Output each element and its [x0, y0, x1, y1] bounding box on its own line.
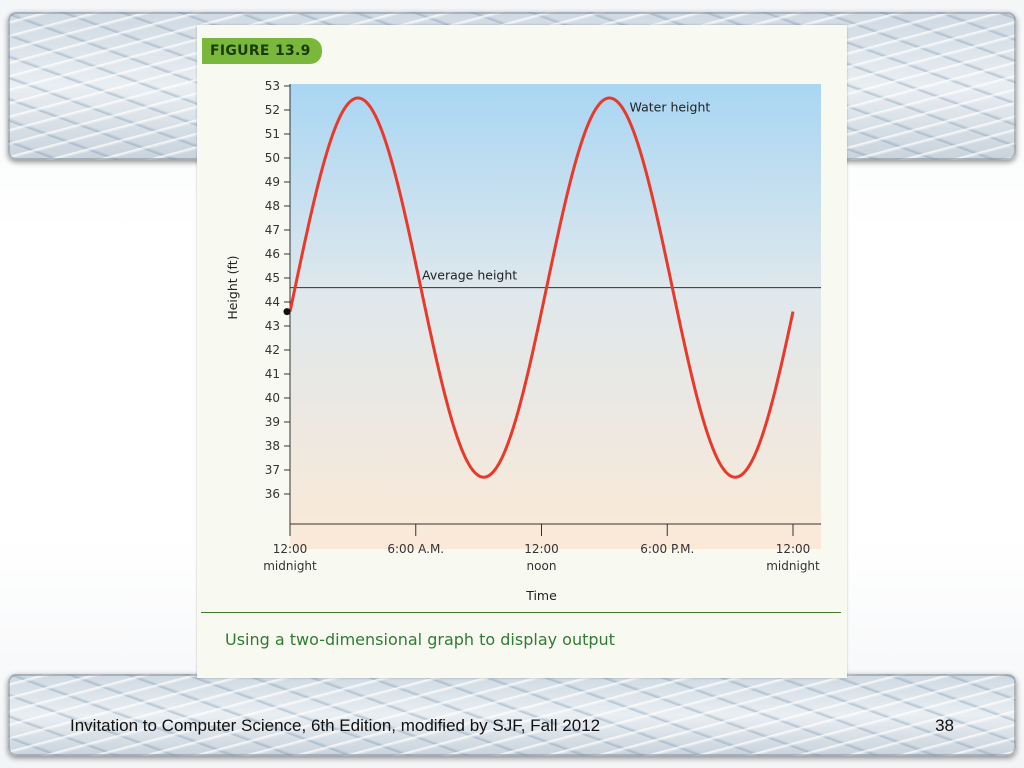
plot-area: [290, 84, 821, 549]
slide-page-number: 38: [935, 716, 954, 735]
x-tick-label-secondary: noon: [527, 559, 557, 573]
x-axis-title: Time: [525, 588, 557, 603]
y-tick-label: 37: [265, 463, 280, 477]
water-height-label: Water height: [630, 100, 711, 115]
y-axis-title: Height (ft): [225, 256, 240, 320]
y-tick-label: 46: [265, 247, 280, 261]
figure-caption: Using a two-dimensional graph to display…: [225, 630, 615, 649]
y-tick-label: 42: [265, 343, 280, 357]
decorative-bottom-band: [8, 674, 1016, 756]
x-tick-label: 12:00: [273, 542, 308, 556]
slide-footer: Invitation to Computer Science, 6th Edit…: [70, 716, 601, 735]
x-tick-label-secondary: midnight: [263, 559, 317, 573]
line-chart: 36 37 38 39 40 41 42 43 44 45 46 47 48 49 50 51 52 53 12:…: [225, 79, 821, 603]
y-tick-label: 45: [265, 271, 280, 285]
y-tick-label: 40: [265, 391, 280, 405]
x-tick-label: 6:00 A.M.: [387, 542, 444, 556]
y-tick-label: 41: [265, 367, 280, 381]
average-height-label: Average height: [422, 268, 517, 283]
y-tick-label: 51: [265, 127, 280, 141]
water-height-curve: [288, 96, 795, 479]
y-tick-label: 48: [265, 199, 280, 213]
caption-divider: [201, 612, 841, 613]
figure-card: FIGURE 13.9 36 37 38 39 40 41 42 43 44 45 46 47 48 49…: [197, 25, 847, 678]
start-marker-point: [283, 308, 291, 316]
figure-tab: FIGURE 13.9: [202, 38, 322, 64]
y-axis: 36 37 38 39 40 41 42 43 44 45 46 47 48 49 50 51 52 53: [265, 79, 291, 524]
y-tick-label: 50: [265, 151, 280, 165]
y-tick-label: 47: [265, 223, 280, 237]
y-tick-label: 49: [265, 175, 280, 189]
y-tick-label: 44: [265, 295, 280, 309]
y-tick-label: 52: [265, 103, 280, 117]
x-axis: 12:00 midnight 6:00 A.M. 12:00 noon 6:00 P.M.…: [263, 523, 821, 573]
x-tick-label-secondary: midnight: [766, 559, 820, 573]
x-tick-label: 12:00: [524, 542, 559, 556]
y-tick-label: 53: [265, 79, 280, 93]
x-tick-label: 12:00: [776, 542, 811, 556]
y-tick-label: 39: [265, 415, 280, 429]
y-tick-label: 43: [265, 319, 280, 333]
y-tick-label: 38: [265, 439, 280, 453]
y-tick-label: 36: [265, 487, 280, 501]
x-tick-label: 6:00 P.M.: [640, 542, 694, 556]
